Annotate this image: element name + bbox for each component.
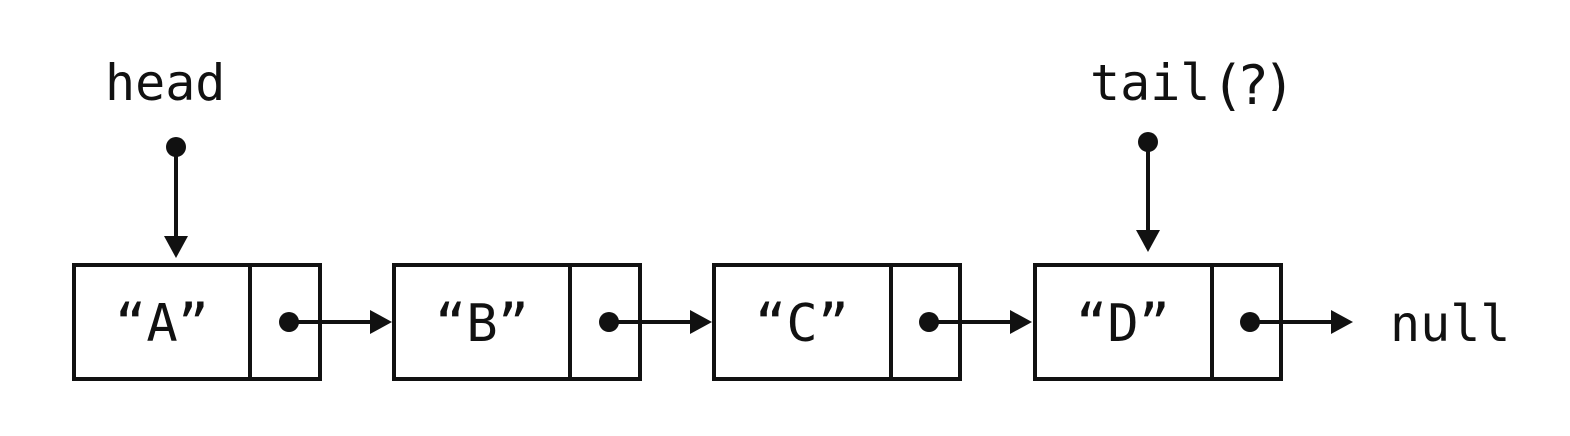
node-value: “B”: [435, 294, 529, 354]
tail-pointer-arrowhead: [1136, 230, 1160, 252]
null-label: null: [1390, 295, 1510, 353]
next-pointer-arrowhead: [1010, 310, 1032, 334]
tail-qualifier: (?): [1218, 54, 1289, 117]
head-label: head: [105, 54, 225, 112]
list-node: “C”: [712, 263, 1032, 381]
node-value: “A”: [115, 294, 209, 354]
node-value: “D”: [1076, 294, 1170, 354]
next-pointer-arrowhead: [690, 310, 712, 334]
head-pointer: head: [105, 54, 225, 258]
list-node: “B”: [392, 263, 712, 381]
tail-label: tail: [1090, 54, 1210, 112]
list-node: “D”: [1033, 263, 1353, 381]
next-pointer-arrowhead: [1331, 310, 1353, 334]
node-value: “C”: [755, 294, 849, 354]
head-pointer-arrowhead: [164, 236, 188, 258]
next-pointer-arrowhead: [370, 310, 392, 334]
tail-pointer: tail (?): [1090, 54, 1289, 252]
list-node: “A”: [72, 263, 392, 381]
